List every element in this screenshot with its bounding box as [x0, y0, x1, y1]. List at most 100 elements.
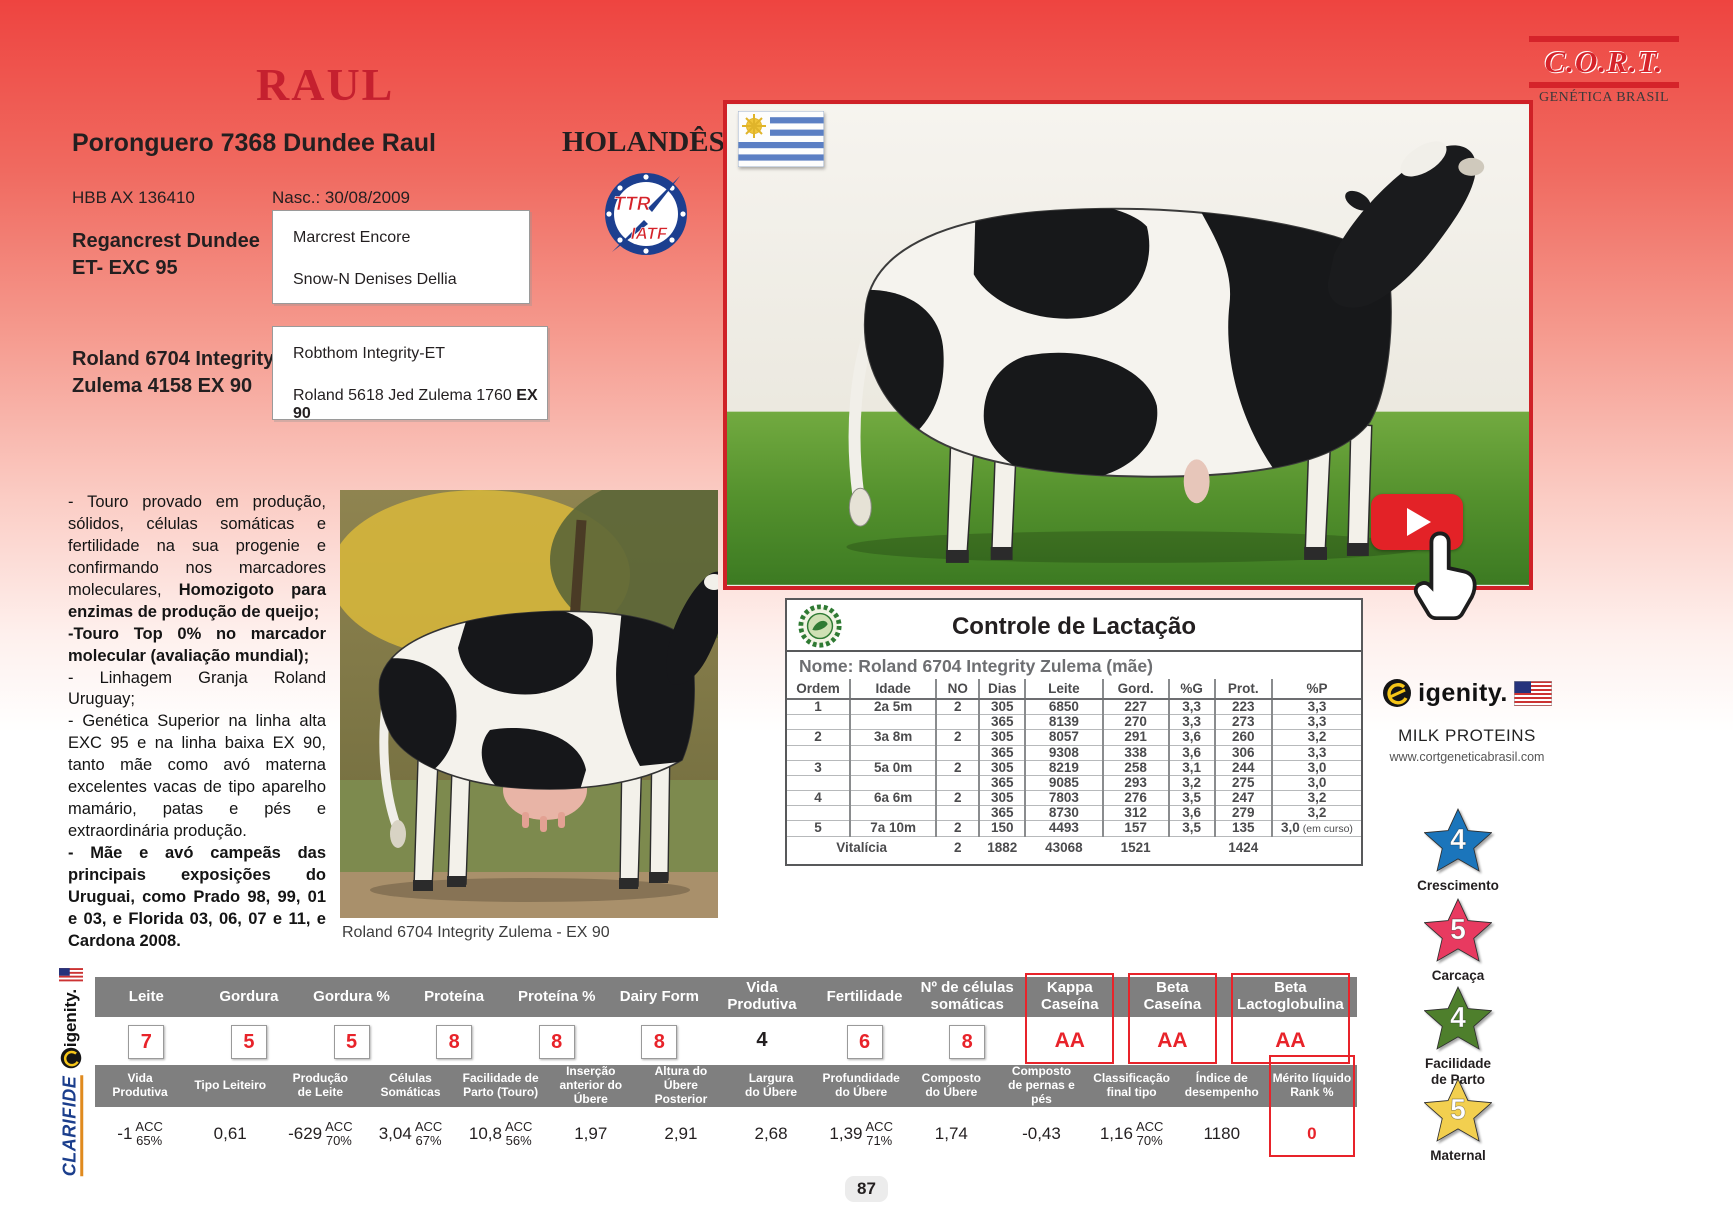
linear-score-column: Altura do Úbere Posterior 2,91 — [635, 1064, 726, 1161]
lactation-cell: 3,1 — [1167, 760, 1215, 776]
score-value-text: 6 — [846, 1025, 883, 1059]
lactation-header: Controle de Lactação — [787, 600, 1361, 652]
linear-score-value: 1180 — [1177, 1107, 1267, 1161]
usa-flag-small-icon — [59, 968, 83, 984]
lactation-cell: 3,5 — [1167, 821, 1215, 837]
linear-score-column: Composto de pernas e pés -0,43 — [996, 1064, 1087, 1161]
score-label: Proteína — [402, 977, 506, 1017]
lactation-title: Controle de Lactação — [951, 613, 1197, 640]
score-value-text: 8 — [436, 1025, 473, 1059]
lactation-cell: 3 — [787, 760, 851, 776]
lactation-cell — [849, 805, 937, 822]
lactation-cell: 3,0 — [1270, 775, 1361, 792]
lactation-cell: 275 — [1213, 775, 1272, 792]
linear-score-number: 1180 — [1203, 1124, 1241, 1143]
score-label: Vida Produtiva — [710, 977, 814, 1017]
dam-dam-classification: EX 90 — [293, 387, 538, 422]
lactation-cell: 3,2 — [1167, 775, 1215, 792]
page-number-value: 87 — [845, 1176, 888, 1202]
lactation-total-cell: 43068 — [1045, 839, 1083, 855]
cort-logo-bar-top — [1529, 36, 1679, 42]
lactation-cell: 244 — [1213, 760, 1272, 776]
score-value: 8 — [403, 1017, 506, 1067]
score-value: 4 — [711, 1017, 814, 1067]
lactation-panel: Controle de Lactação Nome: Roland 6704 I… — [785, 598, 1363, 866]
linear-score-accuracy: ACC 71% — [865, 1119, 893, 1148]
rural-association-seal-icon — [798, 604, 842, 648]
score-value: 5 — [198, 1017, 301, 1067]
score-label: Leite — [95, 977, 198, 1017]
lactation-cell: 279 — [1213, 806, 1272, 822]
linear-score-value: -1 ACC 65% — [95, 1107, 185, 1161]
star-rating: 5 Maternal — [1398, 1078, 1518, 1164]
lactation-cell: 305 — [978, 699, 1026, 716]
lactation-total-cell: 1521 — [1120, 839, 1151, 855]
linear-score-number: 1,97 — [574, 1124, 608, 1143]
score-value: AA — [1121, 1017, 1224, 1067]
lactation-cell: 365 — [978, 775, 1026, 792]
sire-name-line2: ET- EXC 95 — [72, 257, 178, 279]
breed-label: HOLANDÊS — [562, 126, 725, 158]
lactation-cell: 3,0 — [1270, 760, 1361, 776]
score-column: Gordura 5 — [197, 977, 301, 1067]
bull-photo — [723, 100, 1533, 620]
score-value: 7 — [95, 1017, 198, 1067]
lactation-cell: 7a 10m — [849, 821, 937, 837]
lactation-column-header: %G — [1167, 679, 1215, 700]
website-link[interactable]: www.cortgeneticabrasil.com — [1389, 750, 1545, 764]
cort-logo-name: C.O.R.T. — [1544, 44, 1664, 79]
linear-score-accuracy: ACC 56% — [504, 1119, 533, 1148]
linear-score-label: Tipo Leiteiro — [185, 1065, 276, 1107]
lactation-cell — [935, 805, 980, 822]
sire-dam: Snow-N Denises Dellia — [293, 271, 457, 288]
linear-score-column: Largura do Úbere 2,68 — [725, 1065, 817, 1161]
score-label: Proteína % — [505, 977, 609, 1017]
lactation-cell: 157 — [1101, 821, 1169, 837]
lactation-total-cell — [1272, 836, 1361, 855]
hand-cursor-icon — [1413, 531, 1477, 620]
lactation-cell: 365 — [978, 745, 1026, 761]
animal-full-name: Poronguero 7368 Dundee Raul — [72, 129, 436, 157]
linear-score-column: Células Somáticas 3,04 ACC 67% — [365, 1065, 456, 1161]
lactation-cell: 8139 — [1024, 715, 1103, 731]
linear-score-number: -0,43 — [1022, 1124, 1061, 1143]
lactation-row: 365 9308 338 3,6 306 3,3 — [787, 745, 1361, 761]
lactation-cell: 8057 — [1024, 730, 1103, 746]
score-column: Fertilidade 6 — [813, 977, 916, 1067]
linear-score-accuracy: ACC 65% — [135, 1119, 163, 1148]
usa-flag-icon — [1513, 680, 1552, 706]
score-value-text: 8 — [538, 1025, 575, 1059]
linear-score-number: -1 — [117, 1124, 133, 1143]
linear-score-accuracy: ACC 67% — [414, 1119, 443, 1148]
score-value: 6 — [813, 1017, 916, 1067]
linear-score-value: 2,68 — [726, 1107, 816, 1161]
clarifide-vertical-logo: CLARIFIDE — [48, 1075, 94, 1177]
dam-name: Roland 6704 Integrity Zulema 4158 EX 90 — [72, 346, 274, 400]
lactation-cell: 3,6 — [1167, 745, 1215, 761]
cort-logo-subtitle: GENÉTICA BRASIL — [1539, 90, 1669, 105]
score-value: 8 — [608, 1017, 711, 1067]
score-label: Nº de células somáticas — [915, 977, 1019, 1017]
igenity-logo-text: igenity. — [1418, 678, 1508, 707]
linear-score-column: Composto do Úbere 1,74 — [906, 1065, 997, 1161]
lactation-cell: 2 — [935, 699, 980, 716]
igenity-logo-icon — [1383, 679, 1412, 707]
linear-score-number: 3,04 — [378, 1124, 412, 1143]
lactation-row: 365 8730 312 3,6 279 3,2 — [787, 805, 1361, 822]
lactation-cell: 3,3 — [1167, 699, 1215, 716]
score-label: Kappa Caseína — [1018, 977, 1122, 1017]
score-column: Gordura % 5 — [300, 977, 403, 1067]
video-play-button[interactable] — [1371, 494, 1477, 620]
linear-score-value: -0,43 — [996, 1107, 1086, 1161]
description-segment: - Mãe e avó campeãs das principais expos… — [68, 844, 326, 950]
ttr-iatf-badge-icon: TTR IATF — [605, 173, 687, 255]
lactation-cell: 305 — [978, 760, 1026, 776]
linear-score-value: 1,16 ACC 70% — [1087, 1107, 1177, 1161]
star-rating: 5 Carcaça — [1398, 898, 1518, 984]
linear-score-number: 10,8 — [468, 1124, 502, 1143]
linear-score-value: 1,39 ACC 71% — [816, 1107, 906, 1161]
description-segment: Homozigoto para enzimas de produção de q… — [68, 580, 326, 621]
lactation-row: 4 6a 6m 2 305 7803 276 3,5 247 3,2 — [787, 790, 1361, 807]
linear-score-column: Produção de Leite -629 ACC 70% — [275, 1065, 366, 1161]
linear-score-accuracy: ACC 70% — [325, 1119, 353, 1148]
